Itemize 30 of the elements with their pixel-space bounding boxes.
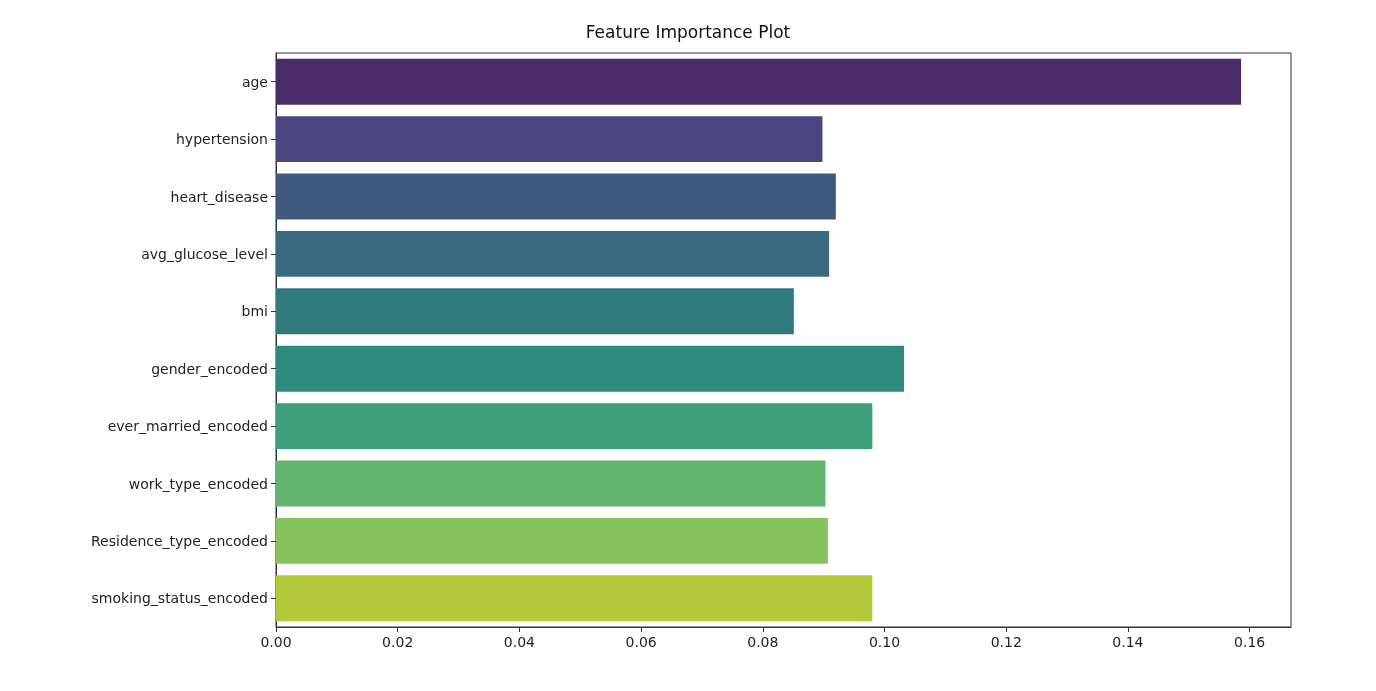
bar: [276, 575, 873, 622]
y-tick-label: smoking_status_encoded: [91, 590, 268, 607]
x-tick-label: 0.12: [990, 634, 1022, 650]
y-tick-label: heart_disease: [170, 188, 268, 205]
bar: [276, 460, 826, 507]
bar: [276, 517, 828, 564]
bar: [276, 173, 836, 220]
y-tick-label: bmi: [241, 303, 268, 320]
bar: [276, 116, 823, 163]
bar: [276, 230, 830, 277]
bar: [276, 345, 904, 392]
x-tick-label: 0.04: [503, 634, 536, 650]
x-tick-label: 0.08: [747, 634, 779, 650]
y-tick-label: Residence_type_encoded: [91, 532, 268, 549]
y-tick-label: avg_glucose_level: [141, 245, 268, 262]
x-tick-label: 0.02: [382, 634, 414, 650]
x-tick-label: 0.16: [1234, 634, 1266, 650]
y-tick-label: ever_married_encoded: [107, 418, 268, 435]
bar: [276, 288, 794, 335]
chart-title: Feature Importance Plot: [585, 21, 791, 42]
bar: [276, 403, 873, 450]
y-tick-label: hypertension: [175, 131, 268, 148]
y-tick-label: work_type_encoded: [128, 475, 268, 492]
x-tick-label: 0.10: [868, 634, 901, 650]
x-tick-label: 0.14: [1112, 634, 1144, 650]
y-tick-label: age: [241, 73, 268, 90]
x-tick-label: 0.06: [625, 634, 657, 650]
y-tick-label: gender_encoded: [151, 360, 268, 377]
bar: [276, 58, 1242, 105]
x-tick-label: 0.00: [260, 634, 292, 650]
